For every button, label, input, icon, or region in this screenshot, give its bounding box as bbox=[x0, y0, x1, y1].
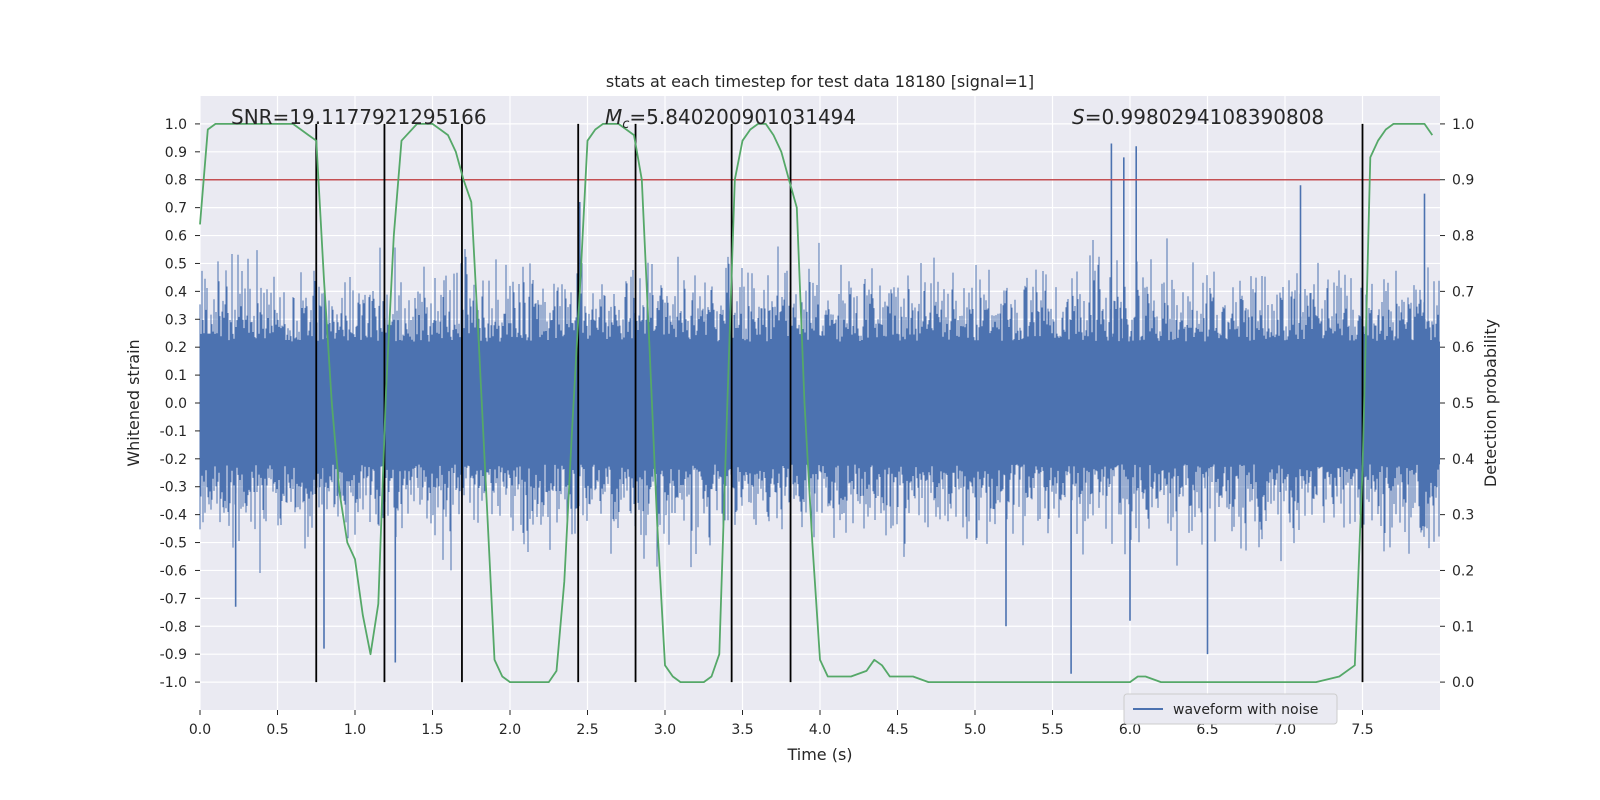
y-tick-label: -0.7 bbox=[160, 591, 187, 607]
significance-symbol: S bbox=[1072, 105, 1085, 129]
x-tick-label: 5.5 bbox=[1041, 722, 1063, 738]
y-axis-label: Whitened strain bbox=[124, 339, 143, 466]
strain-series bbox=[199, 143, 1440, 674]
y-tick-label: -0.1 bbox=[160, 424, 187, 440]
y2-axis-label: Detection probability bbox=[1481, 319, 1500, 487]
probability-series bbox=[199, 123, 1434, 683]
x-tick-label: 6.0 bbox=[1119, 722, 1141, 738]
y-tick-label: 0.8 bbox=[165, 173, 187, 189]
x-tick-label: 4.0 bbox=[809, 722, 831, 738]
y-tick-label: -1.0 bbox=[160, 675, 187, 691]
x-tick-label: 6.5 bbox=[1196, 722, 1218, 738]
x-tick-label: 7.5 bbox=[1351, 722, 1373, 738]
chirp-mass-annotation: Mc=5.840200901031494 bbox=[605, 105, 856, 132]
y2-tick-label: 0.4 bbox=[1452, 452, 1474, 468]
tick-labels: 0.0 0.5 1.0 1.5 2.0 2.5 3.0 3.5 4.0 4.5 5.0 5.5 6.0 6… bbox=[160, 117, 1475, 738]
y-tick-label: -0.4 bbox=[160, 508, 187, 524]
y-tick-label: -0.6 bbox=[160, 563, 187, 579]
x-tick-label: 2.5 bbox=[576, 722, 598, 738]
y2-tick-label: 0.9 bbox=[1452, 173, 1474, 189]
y-tick-label: -0.5 bbox=[160, 536, 187, 552]
y-tick-label: -0.2 bbox=[160, 452, 187, 468]
x-tick-label: 3.5 bbox=[731, 722, 753, 738]
y2-tick-label: 0.5 bbox=[1452, 396, 1474, 412]
x-tick-label: 0.5 bbox=[266, 722, 288, 738]
y-tick-label: -0.8 bbox=[160, 619, 187, 635]
chirp-mass-subscript: c bbox=[622, 117, 629, 132]
y-tick-label: 0.5 bbox=[165, 256, 187, 272]
y2-tick-label: 0.7 bbox=[1452, 284, 1474, 300]
legend: waveform with noise bbox=[1123, 693, 1338, 725]
y-tick-label: 0.6 bbox=[165, 229, 187, 245]
y2-tick-label: 0.8 bbox=[1452, 229, 1474, 245]
y2-tick-label: 0.3 bbox=[1452, 508, 1474, 524]
y-tick-label: 0.7 bbox=[165, 201, 187, 217]
x-tick-label: 5.0 bbox=[964, 722, 986, 738]
y-tick-label: 0.4 bbox=[165, 284, 187, 300]
y2-tick-label: 0.6 bbox=[1452, 340, 1474, 356]
y-tick-label: 0.0 bbox=[165, 396, 187, 412]
y-tick-label: -0.3 bbox=[160, 480, 187, 496]
x-tick-label: 2.0 bbox=[499, 722, 521, 738]
legend-box bbox=[1123, 693, 1338, 725]
x-tick-label: 3.0 bbox=[654, 722, 676, 738]
y-tick-label: 0.9 bbox=[165, 145, 187, 161]
y2-tick-label: 0.2 bbox=[1452, 563, 1474, 579]
x-tick-label: 4.5 bbox=[886, 722, 908, 738]
y-tick-label: 0.3 bbox=[165, 312, 187, 328]
snr-annotation: SNR=19.1177921295166 bbox=[231, 105, 487, 129]
x-tick-label: 0.0 bbox=[189, 722, 211, 738]
significance-annotation: S=0.9980294108390808 bbox=[1072, 105, 1324, 129]
y-tick-label: 0.1 bbox=[165, 368, 187, 384]
y-tick-label: -0.9 bbox=[160, 647, 187, 663]
y-tick-label: 0.2 bbox=[165, 340, 187, 356]
y-tick-label: 1.0 bbox=[165, 117, 187, 133]
chirp-mass-symbol: M bbox=[605, 105, 622, 129]
x-tick-label: 7.0 bbox=[1274, 722, 1296, 738]
y2-tick-label: 1.0 bbox=[1452, 117, 1474, 133]
y2-tick-label: 0.1 bbox=[1452, 619, 1474, 635]
legend-entry: waveform with noise bbox=[1173, 702, 1318, 718]
x-tick-label: 1.5 bbox=[421, 722, 443, 738]
chart-title: stats at each timestep for test data 181… bbox=[606, 72, 1034, 91]
chirp-mass-value: =5.840200901031494 bbox=[629, 105, 856, 129]
y2-tick-label: 0.0 bbox=[1452, 675, 1474, 691]
event-lines bbox=[315, 123, 1364, 683]
significance-value: =0.9980294108390808 bbox=[1085, 105, 1324, 129]
x-tick-label: 1.0 bbox=[344, 722, 366, 738]
x-axis-label: Time (s) bbox=[786, 745, 852, 764]
waveform-with-noise bbox=[199, 238, 1440, 573]
detection-probability-line bbox=[199, 123, 1434, 683]
